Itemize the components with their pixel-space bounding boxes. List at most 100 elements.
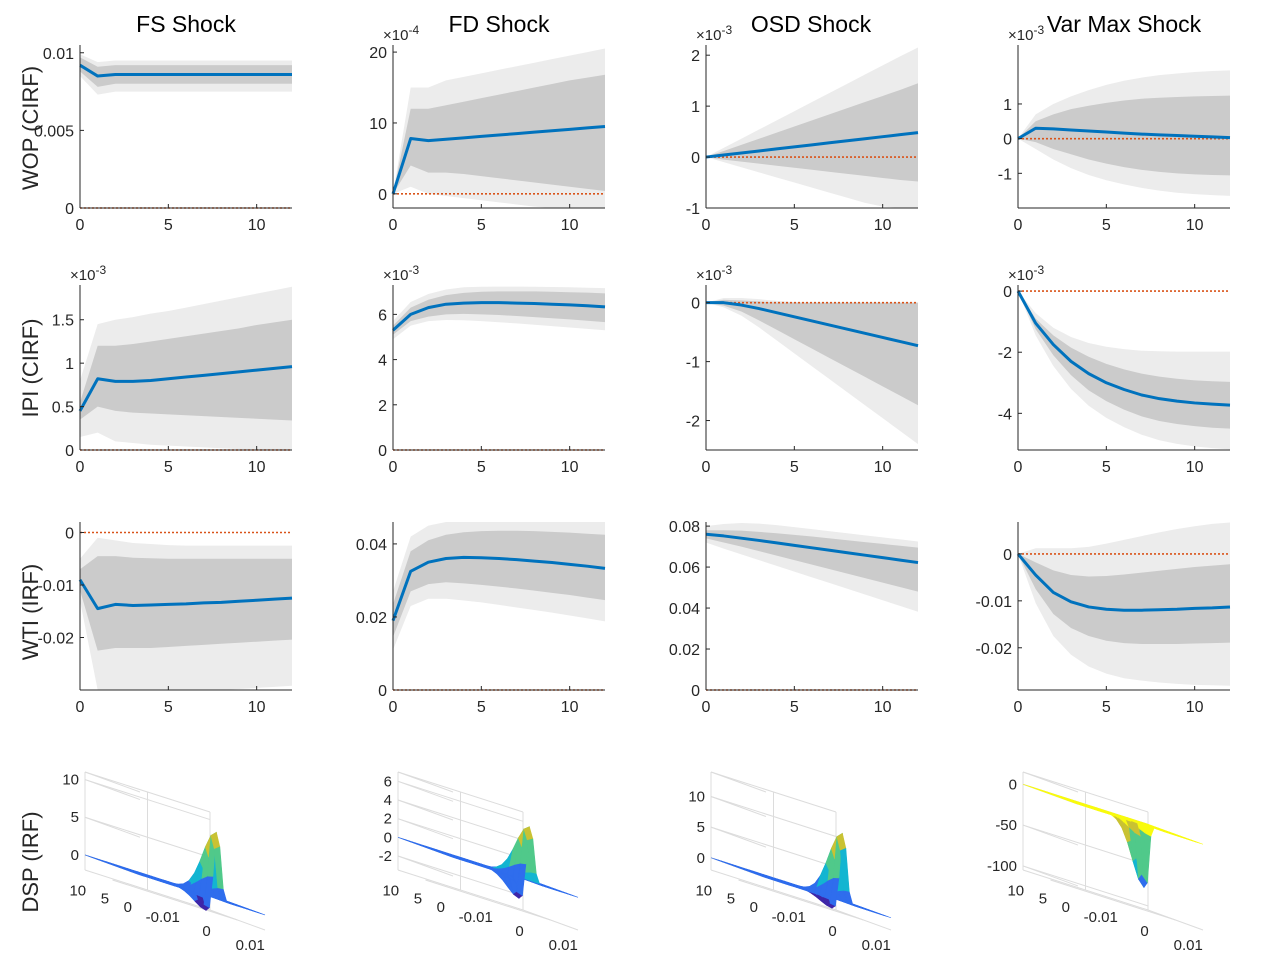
x-tick-label-r0c3-0: 0 [1014,217,1023,234]
y-tick-label-r1c2-2: 0 [691,296,700,313]
x-tick-label-r1c0-0: 0 [76,459,85,476]
z-tick-label-r3c0-0: 0 [71,847,79,864]
y-tick-label-r1c3-1: -2 [998,345,1012,362]
y-tick-label-r1c1-0: 0 [378,443,387,460]
z-tick-label-r3c1-4: 6 [384,773,392,790]
x-tick-label-r2c3-0: 0 [1014,699,1023,716]
y-tick-label-r0c2-2: 1 [691,99,700,116]
exponent-label-r1c3: ×10-3 [1008,263,1044,284]
x-tick-label-r1c1-1: 5 [477,459,486,476]
x-tick-label-r2c0-0: 0 [76,699,85,716]
exponent-label-r1c2: ×10-3 [696,263,732,284]
response-line-r2c0 [78,578,293,611]
z-tick-label-r3c3-2: 0 [1009,776,1017,793]
response-line-r0c3 [1017,126,1231,140]
z-tick-label-r3c1-0: -2 [379,848,392,865]
response-line-r0c0 [79,63,292,78]
y-tick-label-r0c1-0: 0 [378,187,387,204]
row-label-ipi: IPI (CIRF) [18,319,43,418]
response-line-r2c2 [705,532,919,565]
surface-cell-r3c0-35-0 [255,911,266,916]
x-tick-label-r2c1-1: 5 [477,699,486,716]
y-tick-label-r1c1-2: 4 [378,353,387,370]
x-tick-label-r2c3-1: 5 [1102,699,1111,716]
y-tick-label-r2c0-1: -0.01 [38,578,75,595]
y3d-tick-label-r3c1-2: 10 [382,882,399,899]
response-line-r0c2 [705,131,919,159]
x3d-tick-label-r3c3-2: 0.01 [1174,937,1203,954]
x3d-tick-label-r3c3-1: 0 [1140,923,1148,940]
surface-r3c1 [397,826,579,900]
surface-cell-r3c1-35-0 [568,893,579,898]
x3d-tick-label-r3c2-1: 0 [828,923,836,940]
x-tick-label-r2c2-1: 5 [790,699,799,716]
inner-band-r0c0 [80,57,292,87]
x-tick-label-r0c3-1: 5 [1102,217,1111,234]
x3d-tick-label-r3c0-0: -0.01 [146,909,180,926]
panel-r1-c0: 0 5 10 0 0.5 1 1.5 ×10-3 [52,263,293,476]
x3d-tick-label-r3c1-2: 0.01 [549,937,578,954]
column-title-fd: FD Shock [449,11,550,37]
inner-band-r1c2 [706,299,918,406]
x3d-tick-label-r3c0-2: 0.01 [236,937,265,954]
x-tick-label-r0c2-1: 5 [790,217,799,234]
x-tick-label-r1c1-2: 10 [561,459,579,476]
y3d-tick-label-r3c0-0: 0 [124,899,132,916]
x-tick-label-r2c1-2: 10 [561,699,579,716]
inner-band-r1c0 [80,319,292,421]
surface-r3c0 [84,831,266,916]
z-tick-label-r3c3-1: -50 [995,817,1017,834]
y-tick-label-r2c3-0: -0.02 [976,641,1013,658]
y3d-tick-label-r3c3-1: 5 [1039,891,1047,908]
x-tick-label-r1c1-0: 0 [389,459,398,476]
y-tick-label-r2c1-1: 0.02 [356,610,387,627]
y-tick-label-r2c2-4: 0.08 [669,519,700,536]
y3d-tick-label-r3c1-1: 5 [414,891,422,908]
column-titles: FS Shock FD Shock OSD Shock Var Max Shoc… [136,11,1201,37]
panel-r2-c2: 0 5 10 0 0.02 0.04 0.06 0.08 [669,519,919,716]
surface-box-r3c3 [1022,771,1204,931]
response-line-r1c1 [391,301,606,332]
x-tick-label-r2c1-0: 0 [389,699,398,716]
x-tick-label-r0c2-0: 0 [702,217,711,234]
ygrid-r3c1-0 [425,879,551,921]
y-tick-label-r1c3-2: 0 [1003,284,1012,301]
y-tick-label-r1c3-0: -4 [998,406,1012,423]
z-tick-label-r3c2-2: 10 [688,789,705,806]
x-tick-label-r2c2-0: 0 [702,699,711,716]
y3d-tick-label-r3c2-1: 5 [727,891,735,908]
y-tick-label-r0c2-3: 2 [691,48,700,65]
response-line-r2c3 [1016,552,1231,612]
y-tick-label-r0c0-0: 0 [65,201,74,218]
exponent-label-r1c1: ×10-3 [383,263,419,284]
x-tick-label-r0c0-0: 0 [76,217,85,234]
row-label-dsp: DSP (IRF) [18,811,43,912]
ygrid-r3c0-0 [112,879,238,921]
ygrid-r3c2-0 [738,879,864,921]
y-tick-label-r2c2-3: 0.06 [669,560,700,577]
y-tick-label-r0c3-2: 1 [1003,97,1012,114]
inner-band-r2c2 [706,530,918,592]
wall-edge-r3c3-d [1022,771,1079,793]
column-title-varmax: Var Max Shock [1047,11,1202,37]
x-tick-label-r0c1-1: 5 [477,217,486,234]
y3d-tick-label-r3c3-2: 10 [1007,882,1024,899]
row-labels: WOP (CIRF) IPI (CIRF) WTI (IRF) DSP (IRF… [18,66,43,913]
y3d-tick-label-r3c2-2: 10 [695,882,712,899]
y-tick-label-r1c1-1: 2 [378,398,387,415]
x3d-tick-label-r3c1-0: -0.01 [459,909,493,926]
z-tick-label-r3c0-2: 10 [62,772,79,789]
z-tick-label-r3c0-1: 5 [71,809,79,826]
y3d-tick-label-r3c0-1: 5 [101,891,109,908]
x-tick-label-r1c2-0: 0 [702,459,711,476]
x-tick-label-r1c3-0: 0 [1014,459,1023,476]
response-line-r1c0 [78,365,293,412]
y-tick-label-r0c2-1: 0 [691,150,700,167]
x-tick-label-r0c1-0: 0 [389,217,398,234]
panel-r1-c3: 0 5 10-4-20×10-3 [998,263,1231,476]
